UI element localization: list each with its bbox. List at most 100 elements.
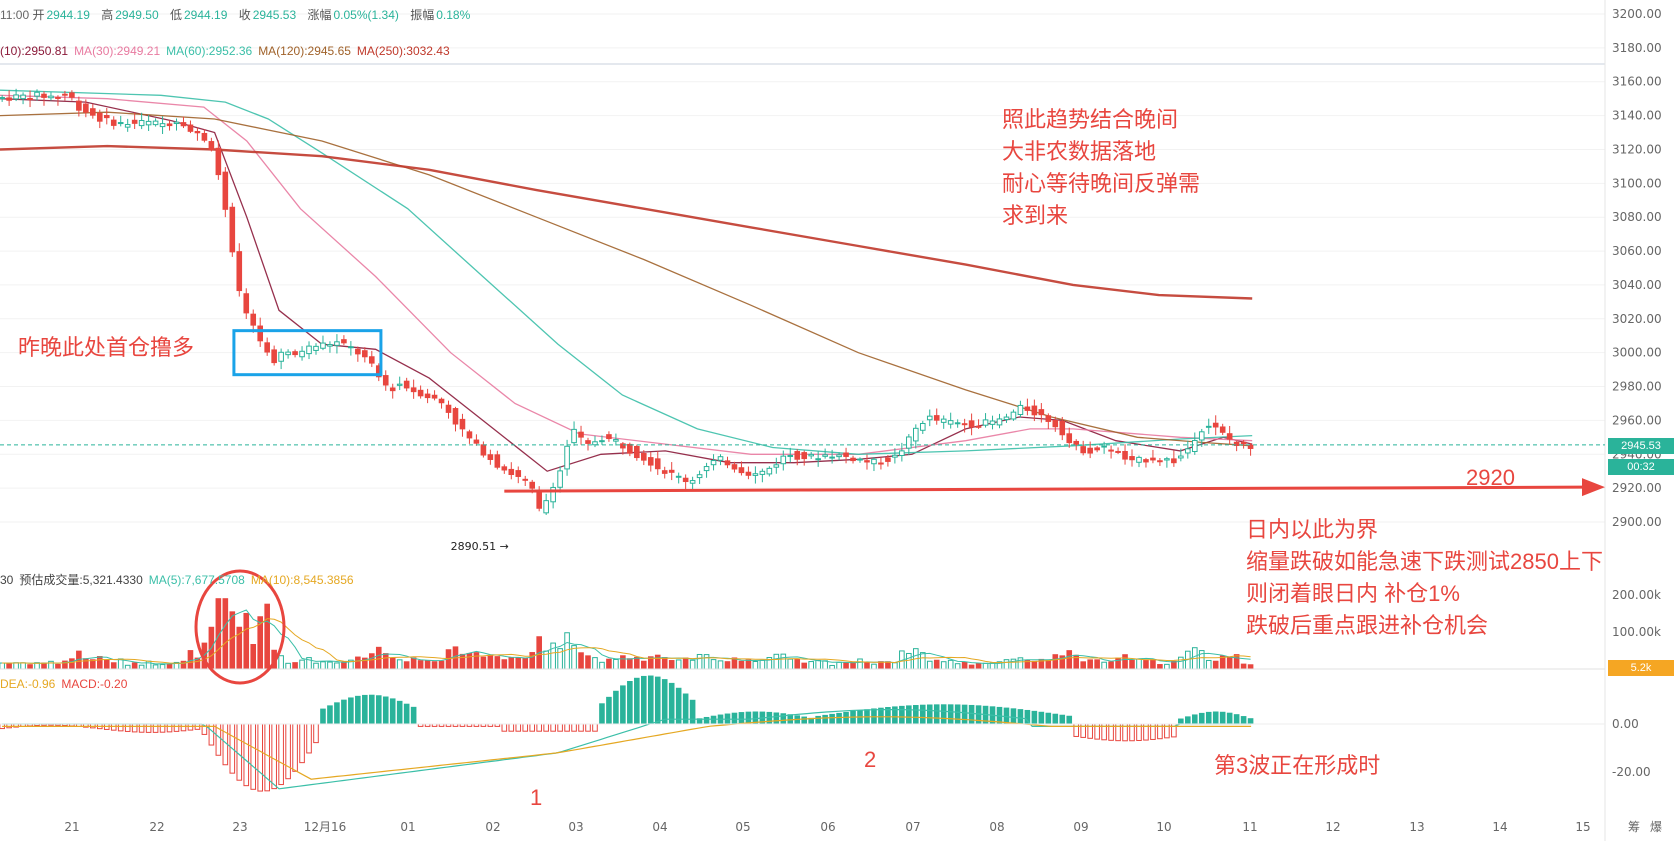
candle-body <box>794 451 801 460</box>
candle-body <box>473 439 480 444</box>
macd-bar <box>138 723 145 733</box>
candle-body <box>27 97 33 100</box>
volume-bar <box>857 658 863 670</box>
macd-bar <box>243 723 250 787</box>
candle-body <box>1226 433 1233 440</box>
volume-bar <box>466 652 473 670</box>
candle-body <box>529 481 536 489</box>
macd-bar <box>250 723 257 790</box>
macd-bar <box>585 723 591 732</box>
candle-body <box>1219 426 1226 433</box>
volume-bar <box>801 662 808 670</box>
macd-bar <box>159 723 166 733</box>
volume-bar <box>682 657 689 670</box>
volume-bar <box>947 659 954 670</box>
ma-legend-item-0: (10):2950.81 <box>0 44 69 58</box>
volume-circle-annotation <box>194 569 286 685</box>
ohlc-amp: 0.18% <box>436 8 471 22</box>
macd-bar <box>1178 718 1184 725</box>
candle-body <box>341 339 347 344</box>
candle-body <box>878 462 884 465</box>
volume-bar <box>613 658 619 670</box>
macd-bar <box>1066 715 1073 725</box>
candle-body <box>138 120 145 127</box>
macd-bar <box>341 699 347 725</box>
volume-bar <box>138 664 145 670</box>
candle-body <box>913 427 919 442</box>
macd-bar <box>529 723 536 732</box>
volume-bar <box>334 662 340 670</box>
macd-bar <box>654 676 661 725</box>
top-annotation-line-3: 求到来 <box>1002 203 1069 228</box>
ohlc-change: 0.05%(1.34) <box>333 8 399 22</box>
volume-bar <box>6 662 12 670</box>
macd-bar <box>710 715 717 725</box>
volume-bar <box>1094 659 1100 670</box>
candle-body <box>48 95 54 99</box>
volume-bar <box>152 664 159 670</box>
macd-bar <box>362 694 368 725</box>
candle-body <box>599 440 605 443</box>
macd-bar <box>124 723 131 732</box>
volume-bar <box>829 664 835 670</box>
volume-bar <box>961 661 968 670</box>
volume-bar <box>836 661 842 670</box>
volume-bar <box>1031 660 1038 670</box>
macd-bar <box>557 723 563 732</box>
volume-bar <box>954 663 961 670</box>
volume-bar <box>1157 664 1163 670</box>
volume-legend-item-1: 预估成交量:5,321.4330 <box>19 573 143 587</box>
volume-bar <box>933 659 940 670</box>
volume-bar <box>166 663 173 670</box>
x-tick-label: 10 <box>1156 820 1171 834</box>
candle-body <box>20 94 26 100</box>
candle-body <box>906 436 912 449</box>
volume-bar <box>368 653 375 670</box>
ohlc-amp-label: 振幅 <box>410 8 435 22</box>
candle-body <box>1087 447 1093 454</box>
macd-bar <box>961 704 968 725</box>
macd-bar <box>522 723 529 732</box>
macd-bar <box>306 723 312 754</box>
macd-bar <box>536 723 542 732</box>
volume-bar <box>1080 661 1086 670</box>
x-right-label: 筹 <box>1628 820 1640 834</box>
candle-body <box>1066 433 1073 444</box>
volume-bar <box>494 656 501 670</box>
candle-body <box>829 456 835 459</box>
macd-bar <box>264 723 270 792</box>
macd-bar <box>348 697 354 725</box>
candle-body <box>62 93 68 96</box>
candle-body <box>1059 420 1066 436</box>
candle-body <box>306 345 312 355</box>
volume-bar <box>1240 663 1247 670</box>
candle-body <box>780 455 787 465</box>
volume-bar <box>124 664 131 670</box>
x-tick-label: 15 <box>1575 820 1590 834</box>
macd-bar <box>508 723 515 732</box>
bottom-annotation-line-1: 缩量跌破如能急速下跌测试2850上下 <box>1246 549 1603 574</box>
level-annotation: 2920 <box>1466 465 1515 490</box>
macd-bar <box>550 723 556 732</box>
volume-ma5-line <box>2 609 1251 665</box>
candle-body <box>1080 446 1086 454</box>
candle-body <box>264 342 270 353</box>
volume-bar <box>501 659 508 670</box>
candle-body <box>1017 404 1024 415</box>
volume-bar <box>641 660 647 670</box>
volume-bar <box>1233 654 1240 670</box>
macd-dea-line <box>2 716 1252 780</box>
x-tick-label: 22 <box>149 820 164 834</box>
volume-bar <box>906 652 912 670</box>
volume-bar <box>982 662 989 670</box>
macd-bar <box>899 705 905 725</box>
volume-bar <box>341 661 347 670</box>
volume-bar <box>773 653 780 670</box>
volume-bar <box>55 663 61 670</box>
volume-bar <box>1017 657 1024 670</box>
price-tick-label: 3000.00 <box>1612 346 1662 360</box>
macd-bar <box>187 723 194 731</box>
level-arrow-head <box>1582 478 1605 497</box>
